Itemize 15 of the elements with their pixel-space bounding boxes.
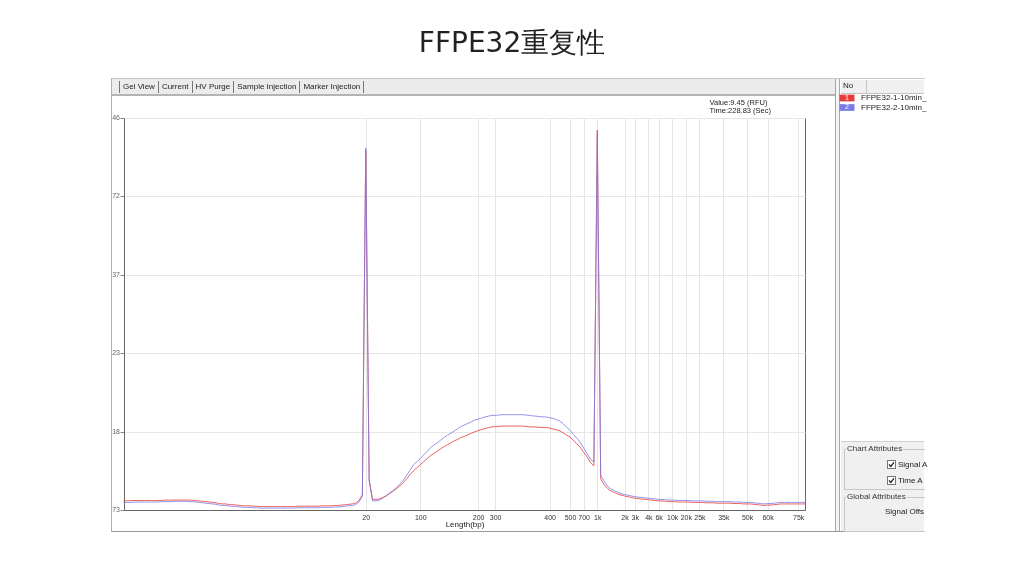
x-axis-title: Length(bp) bbox=[445, 519, 485, 529]
legend-title: No bbox=[843, 81, 854, 90]
text: Global Attributes bbox=[846, 492, 907, 501]
tab: Gel View bbox=[119, 81, 159, 93]
text: Signal A bbox=[898, 460, 928, 469]
legend-label: FFPE32-1-10min_ bbox=[861, 93, 927, 102]
tab: Current bbox=[158, 81, 193, 93]
text: Signal Offs bbox=[885, 507, 924, 516]
tab: Marker Injection bbox=[300, 81, 365, 93]
legend-label: FFPE32-2-10min_ bbox=[861, 102, 927, 112]
text: Time A bbox=[898, 476, 923, 485]
tab: Sample Injection bbox=[234, 81, 301, 93]
chart-title: FFPE32重复性 bbox=[418, 26, 606, 59]
tab: HV Purge bbox=[192, 81, 235, 93]
text: Chart Attributes bbox=[846, 444, 904, 453]
